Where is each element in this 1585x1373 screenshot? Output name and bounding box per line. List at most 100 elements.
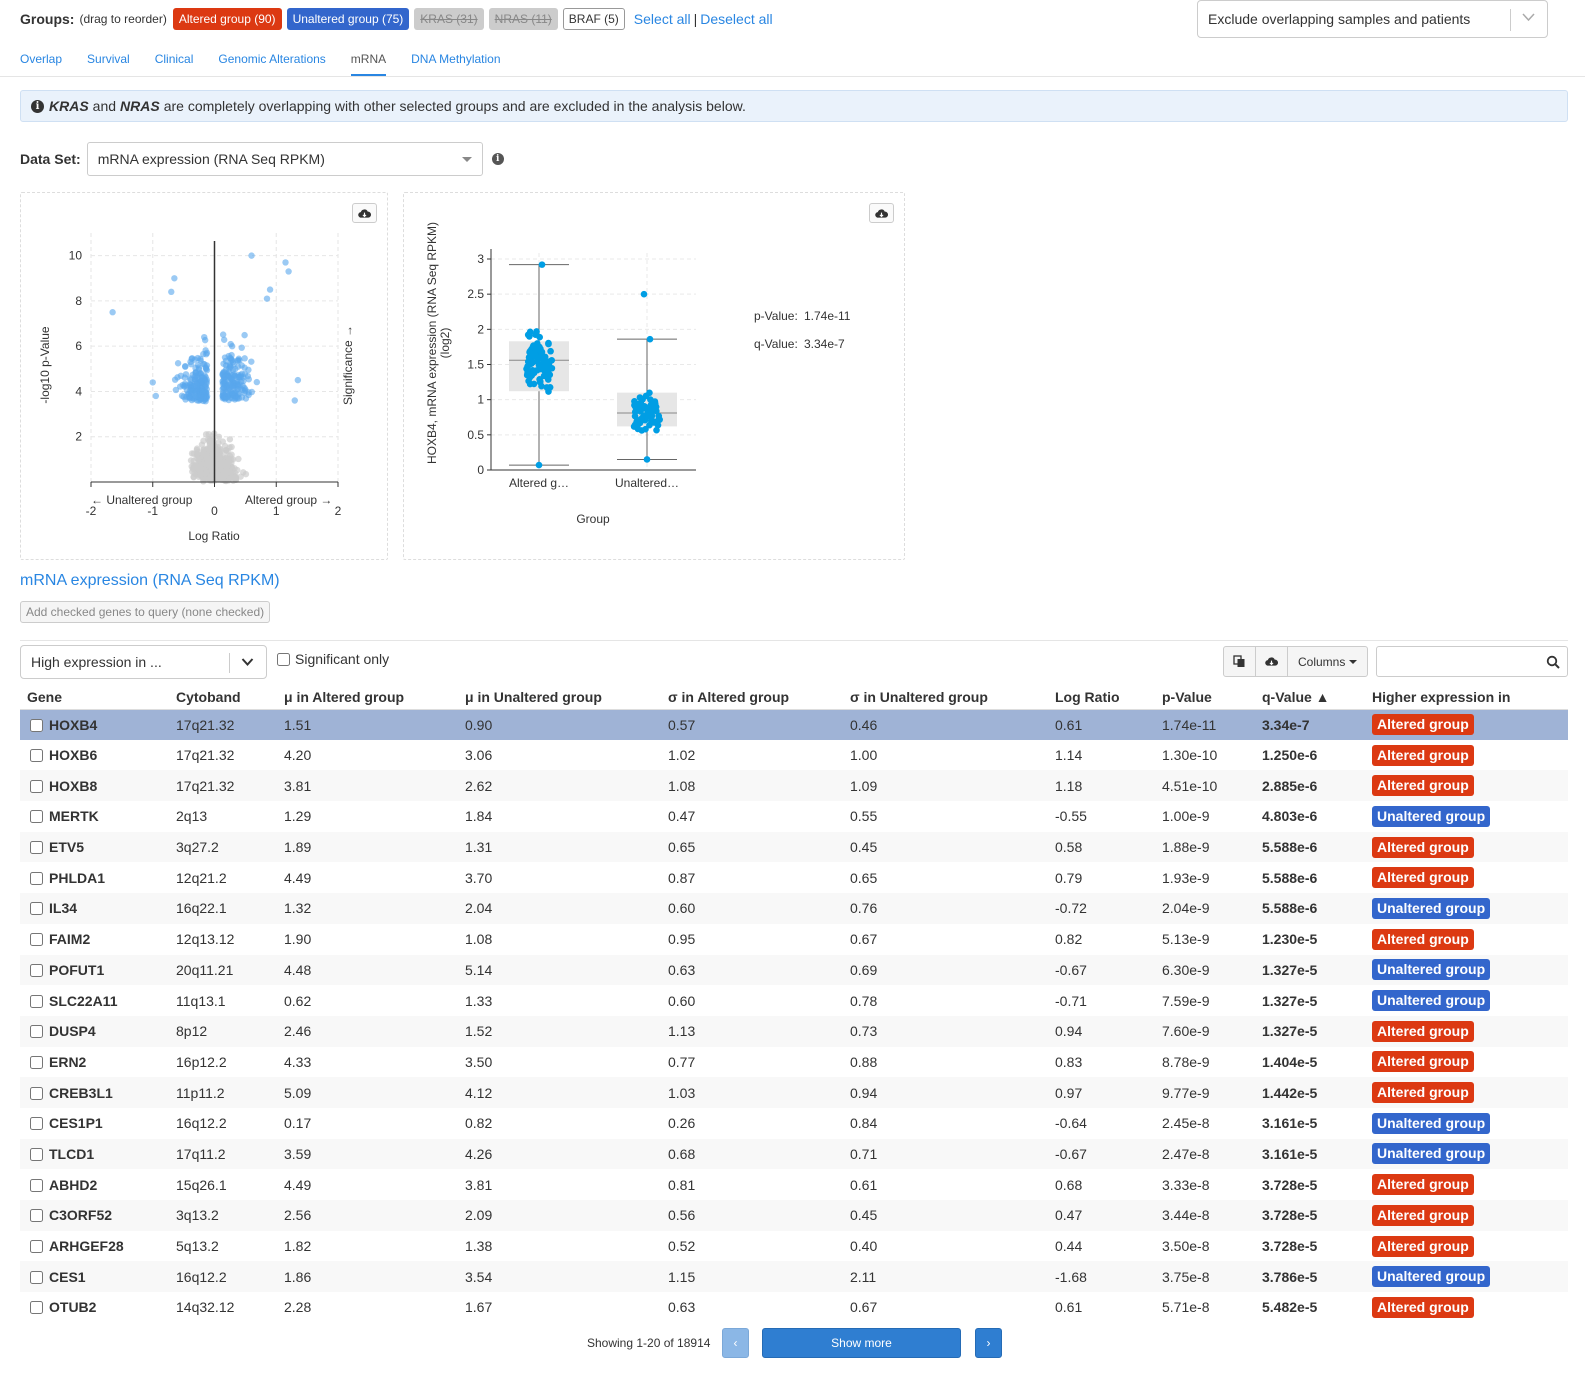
tab-clinical[interactable]: Clinical xyxy=(154,52,194,66)
table-row[interactable]: ABHD2 15q26.1 4.49 3.81 0.81 0.61 0.68 3.33e-8 3… xyxy=(20,1169,1568,1200)
row-checkbox[interactable] xyxy=(30,871,43,885)
select-all-link[interactable]: Select all xyxy=(633,11,691,27)
column-header-higher-expression[interactable]: Higher expression in xyxy=(1365,682,1568,710)
table-row[interactable]: HOXB4 17q21.32 1.51 0.90 0.57 0.46 0.61 1.74e-1… xyxy=(20,709,1568,740)
volcano-point-significant xyxy=(253,378,261,386)
column-header-mu-unaltered[interactable]: μ in Unaltered group xyxy=(458,682,661,710)
higher-expression-filter-select[interactable]: High expression in ... xyxy=(20,645,267,679)
row-checkbox[interactable] xyxy=(30,963,43,977)
cell-mu-altered: 1.82 xyxy=(277,1230,458,1262)
table-row[interactable]: HOXB6 17q21.32 4.20 3.06 1.02 1.00 1.14 1.30e-1… xyxy=(20,739,1568,771)
cell-p-value: 2.45e-8 xyxy=(1155,1107,1255,1139)
table-row[interactable]: FAIM2 12q13.12 1.90 1.08 0.95 0.67 0.82 5.13e-9… xyxy=(20,923,1568,955)
download-volcano-button[interactable] xyxy=(352,203,377,223)
overlap-strategy-select[interactable]: Exclude overlapping samples and patients xyxy=(1197,0,1548,38)
table-row[interactable]: IL34 16q22.1 1.32 2.04 0.60 0.76 -0.72 2.04e-9 5… xyxy=(20,893,1568,924)
column-header-sigma-altered[interactable]: σ in Altered group xyxy=(661,682,843,710)
row-checkbox[interactable] xyxy=(30,779,43,793)
column-header-gene[interactable]: Gene xyxy=(20,682,169,710)
table-row[interactable]: CES1P1 16q12.2 0.17 0.82 0.26 0.84 -0.64 2.45e-… xyxy=(20,1107,1568,1139)
cell-mu-altered: 1.29 xyxy=(277,801,458,832)
add-genes-to-query-button[interactable]: Add checked genes to query (none checked… xyxy=(20,601,271,623)
row-checkbox[interactable] xyxy=(30,902,43,916)
significant-only-checkbox[interactable] xyxy=(277,652,290,666)
table-row[interactable]: PHLDA1 12q21.2 4.49 3.70 0.87 0.65 0.79 1.93e-9… xyxy=(20,862,1568,894)
volcano-point-significant xyxy=(200,350,207,358)
table-row[interactable]: POFUT1 20q11.21 4.48 5.14 0.63 0.69 -0.67 6.30e… xyxy=(20,954,1568,986)
row-checkbox[interactable] xyxy=(30,933,43,947)
cell-mu-unaltered: 1.52 xyxy=(458,1015,661,1047)
volcano-point-significant xyxy=(187,375,194,382)
row-checkbox[interactable] xyxy=(30,1240,43,1254)
box-plot[interactable]: 0 0.5 1 1.5 2 2.5 3 HOXB4, mRNA expression (RN… xyxy=(404,193,906,561)
columns-dropdown-button[interactable]: Columns xyxy=(1287,646,1369,677)
volcano-plot[interactable]: -2 -1 0 1 2 2 4 6 8 10 Log Ratio -log10 p-Value S… xyxy=(21,193,389,561)
group-button-altered[interactable]: Altered group (90) xyxy=(172,8,282,30)
y-tick-label: 6 xyxy=(75,339,82,353)
table-row[interactable]: CES1 16q12.2 1.86 3.54 1.15 2.11 -1.68 3.75e-8 3… xyxy=(20,1261,1568,1293)
column-header-mu-altered[interactable]: μ in Altered group xyxy=(277,682,458,710)
significant-only-toggle[interactable]: Significant only xyxy=(277,651,389,667)
column-header-sigma-unaltered[interactable]: σ in Unaltered group xyxy=(843,682,1048,710)
table-row[interactable]: OTUB2 14q32.12 2.28 1.67 0.63 0.67 0.61 5.71e-8… xyxy=(20,1292,1568,1323)
tab-overlap[interactable]: Overlap xyxy=(20,52,63,66)
volcano-point-significant xyxy=(197,394,204,401)
tab-genomic-alterations[interactable]: Genomic Alterations xyxy=(218,52,326,66)
table-row[interactable]: ETV5 3q27.2 1.89 1.31 0.65 0.45 0.58 1.88e-9 5.5… xyxy=(20,831,1568,863)
row-checkbox[interactable] xyxy=(30,749,43,763)
row-checkbox[interactable] xyxy=(30,1178,43,1192)
dataset-select[interactable]: mRNA expression (RNA Seq RPKM) xyxy=(86,142,483,176)
row-checkbox[interactable] xyxy=(30,718,43,732)
download-table-button[interactable] xyxy=(1255,646,1288,677)
next-page-button[interactable]: › xyxy=(975,1328,1002,1358)
group-button-kras[interactable]: KRAS (31) xyxy=(414,8,484,30)
row-checkbox[interactable] xyxy=(30,1209,43,1223)
show-more-button[interactable]: Show more xyxy=(762,1328,961,1358)
column-header-log-ratio[interactable]: Log Ratio xyxy=(1048,682,1155,710)
row-checkbox[interactable] xyxy=(30,1301,43,1315)
table-row[interactable]: ARHGEF28 5q13.2 1.82 1.38 0.52 0.40 0.44 3.50e-… xyxy=(20,1230,1568,1262)
row-checkbox[interactable] xyxy=(30,1147,43,1161)
column-header-cytoband[interactable]: Cytoband xyxy=(169,682,277,710)
previous-page-button[interactable]: ‹ xyxy=(722,1328,749,1358)
row-checkbox[interactable] xyxy=(30,1025,43,1039)
table-row[interactable]: C3ORF52 3q13.2 2.56 2.09 0.56 0.45 0.47 3.44e-8… xyxy=(20,1200,1568,1231)
info-icon[interactable]: i xyxy=(491,153,504,165)
table-row[interactable]: ERN2 16p12.2 4.33 3.50 0.77 0.88 0.83 8.78e-9 1.… xyxy=(20,1046,1568,1078)
row-checkbox[interactable] xyxy=(30,1086,43,1100)
volcano-point-insignificant xyxy=(203,469,210,476)
higher-expression-badge: Altered group xyxy=(1372,1082,1474,1104)
group-button-nras[interactable]: NRAS (11) xyxy=(488,8,558,30)
tab-mrna[interactable]: mRNA xyxy=(350,46,387,76)
tab-survival[interactable]: Survival xyxy=(87,52,130,66)
download-boxplot-button[interactable] xyxy=(869,203,894,223)
column-header-p-value[interactable]: p-Value xyxy=(1155,682,1255,710)
cell-cytoband: 20q11.21 xyxy=(169,954,277,986)
table-row[interactable]: DUSP4 8p12 2.46 1.52 1.13 0.73 0.94 7.60e-9 1.32… xyxy=(20,1015,1568,1047)
volcano-point-significant xyxy=(245,376,253,383)
copy-button[interactable] xyxy=(1223,646,1256,677)
row-checkbox[interactable] xyxy=(30,810,43,824)
cell-sigma-altered: 0.60 xyxy=(661,985,843,1016)
table-row[interactable]: CREB3L1 11p11.2 5.09 4.12 1.03 0.94 0.97 9.77e-… xyxy=(20,1077,1568,1108)
row-checkbox[interactable] xyxy=(30,1117,43,1131)
row-checkbox[interactable] xyxy=(30,841,43,855)
cell-mu-altered: 2.56 xyxy=(277,1200,458,1231)
deselect-all-link[interactable]: Deselect all xyxy=(700,11,773,27)
table-row[interactable]: MERTK 2q13 1.29 1.84 0.47 0.55 -0.55 1.00e-9 4.8… xyxy=(20,801,1568,832)
group-button-unaltered[interactable]: Unaltered group (75) xyxy=(286,8,410,30)
table-search-input[interactable] xyxy=(1376,646,1568,677)
column-header-q-value[interactable]: q-Value ▲ xyxy=(1255,682,1365,710)
row-checkbox[interactable] xyxy=(30,1055,43,1069)
table-row[interactable]: SLC22A11 11q13.1 0.62 1.33 0.60 0.78 -0.71 7.59… xyxy=(20,985,1568,1016)
table-row[interactable]: HOXB8 17q21.32 3.81 2.62 1.08 1.09 1.18 4.51e-1… xyxy=(20,770,1568,802)
box-point xyxy=(542,360,550,368)
tab-dna-methylation[interactable]: DNA Methylation xyxy=(411,52,501,66)
overlap-info-alert: i KRAS and NRAS are completely overlappi… xyxy=(20,90,1568,122)
cell-q-value: 1.442e-5 xyxy=(1255,1077,1365,1108)
table-row[interactable]: TLCD1 17q11.2 3.59 4.26 0.68 0.71 -0.67 2.47e-8… xyxy=(20,1138,1568,1170)
row-checkbox[interactable] xyxy=(30,994,43,1008)
group-button-braf[interactable]: BRAF (5) xyxy=(562,8,625,30)
cell-cytoband: 12q13.12 xyxy=(169,923,277,955)
row-checkbox[interactable] xyxy=(30,1270,43,1284)
